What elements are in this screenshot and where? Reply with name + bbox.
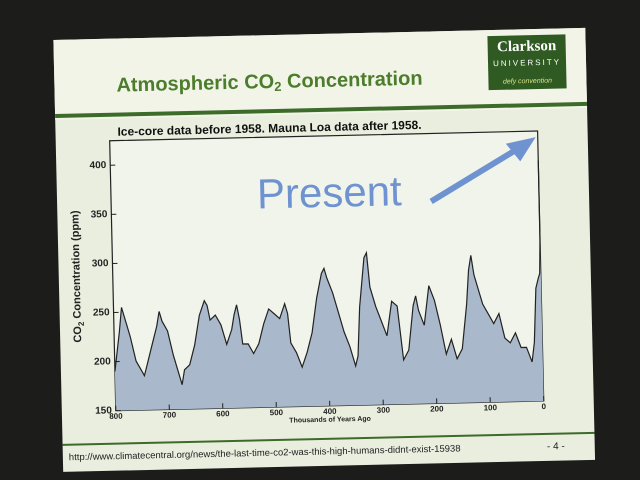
slide-title: Atmospheric CO2 Concentration (116, 68, 423, 98)
annotation: Present (256, 167, 402, 217)
logo-box (487, 34, 567, 91)
chart-title: Ice-core data before 1958. Mauna Loa dat… (117, 118, 421, 139)
y-tick-label: 150 (95, 405, 112, 416)
title-sub: 2 (274, 79, 282, 94)
y-label-sub: 2 (77, 321, 86, 326)
x-tick-label: 500 (270, 408, 284, 417)
y-tick-label: 250 (93, 307, 110, 318)
title-part: Concentration (281, 68, 423, 93)
chart: Ice-core data before 1958. Mauna Loa dat… (69, 118, 547, 425)
logo-tagline: defy convention (503, 78, 552, 86)
logo-name: Clarkson (497, 38, 557, 55)
y-label-part: Concentration (ppm) (69, 210, 84, 322)
y-tick-label: 400 (89, 160, 106, 171)
x-tick-label: 600 (216, 409, 230, 418)
y-tick-label: 300 (92, 258, 109, 269)
slide: Atmospheric CO2 Concentration Clarkson U… (53, 27, 596, 472)
x-tick-label: 0 (542, 402, 547, 411)
x-tick-label: 200 (430, 404, 444, 413)
footer-rule (62, 431, 595, 446)
x-tick-label: 800 (109, 412, 123, 421)
x-axis-label: Thousands of Years Ago (289, 416, 371, 425)
y-axis-label: CO2 Concentration (ppm) (69, 210, 86, 343)
header-rule (55, 101, 588, 118)
x-tick-label: 100 (484, 403, 498, 412)
arrow-head (505, 137, 536, 162)
x-tick-label: 700 (163, 410, 177, 419)
annotation-arrow (429, 144, 522, 205)
logo-sub: UNIVERSITY (493, 58, 561, 69)
x-tick-label: 400 (323, 407, 337, 416)
x-tick-label: 300 (377, 406, 391, 415)
y-label-part: CO (72, 326, 84, 343)
y-tick-label: 350 (91, 209, 108, 220)
title-part: Atmospheric CO (116, 71, 274, 97)
page-number: - 4 - (547, 441, 565, 452)
slide-header (53, 27, 588, 120)
line (114, 160, 541, 385)
y-tick-label: 200 (94, 356, 111, 367)
